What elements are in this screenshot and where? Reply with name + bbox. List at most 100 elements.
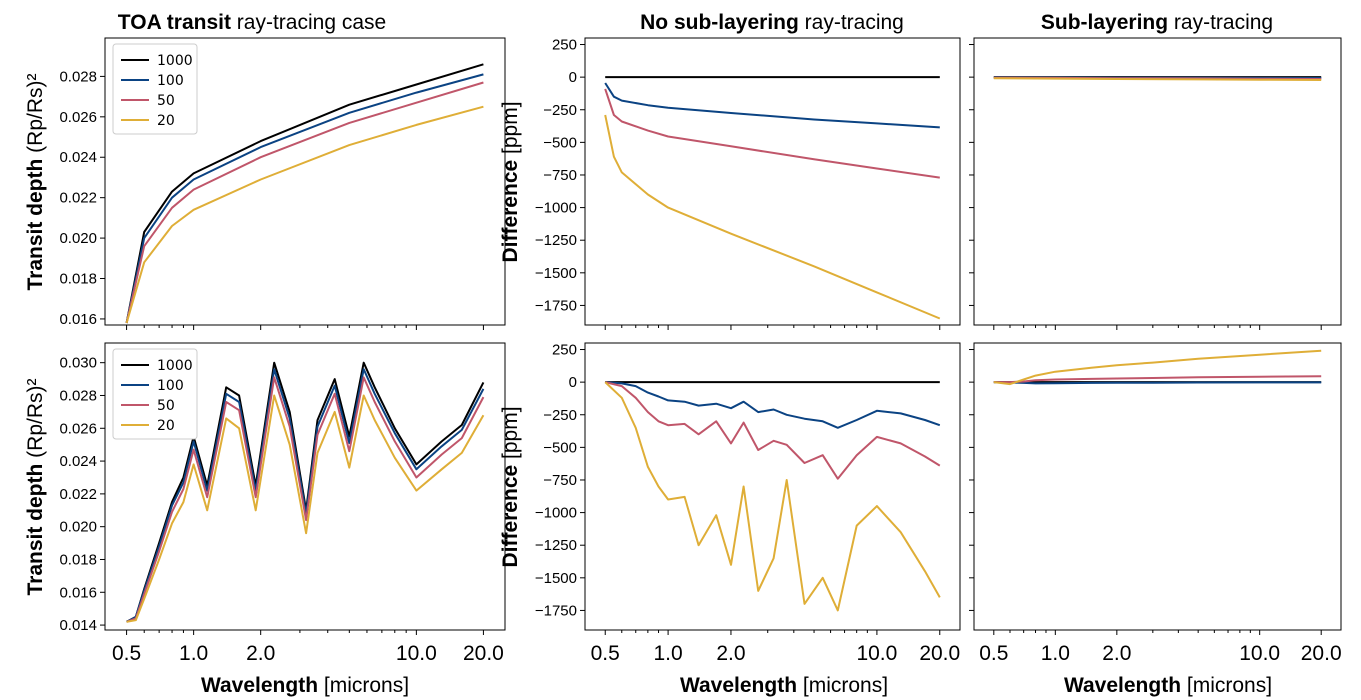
ylabel-bottom-left: Transit depth (Rp/Rs)² (24, 378, 47, 595)
y-tick-label: 0.016 (59, 311, 97, 328)
y-tick-label: 0.014 (59, 617, 97, 634)
column-title-toa: TOA transit ray-tracing case (118, 11, 386, 34)
legend-label-50: 50 (157, 398, 175, 414)
x-tick-label: 20.0 (919, 642, 960, 665)
series-line-100 (604, 82, 940, 129)
series-line-20 (604, 381, 941, 612)
x-tick-label: 1.0 (179, 642, 208, 665)
y-tick-label: 250 (552, 342, 577, 359)
series-line-20 (993, 349, 1322, 386)
legend-label-100: 100 (157, 378, 184, 394)
y-tick-label: −1250 (535, 232, 577, 249)
panel-top-middle: 250 0 −250 −500 −750 −1000 −1250 −1500 −1750 (535, 37, 961, 330)
x-tick-label: 1.0 (1041, 642, 1070, 665)
legend-label-1000: 1000 (157, 53, 193, 69)
legend: 1000 100 50 20 (112, 348, 198, 440)
x-tick-label: 20.0 (1301, 642, 1342, 665)
plot-frame (584, 342, 961, 631)
plot-frame (973, 37, 1342, 326)
series-group (125, 63, 484, 324)
series-group (604, 381, 941, 612)
series-line-20 (125, 105, 484, 324)
y-tick-label: −1000 (535, 505, 577, 522)
ylabel-top-middle: Difference [ppm] (499, 101, 522, 262)
y-tick-label: −250 (543, 407, 577, 424)
y-tick-label: 0.028 (59, 68, 97, 85)
x-tick-label: 10.0 (856, 642, 897, 665)
legend-box (112, 43, 198, 135)
y-tick-label: −500 (543, 439, 577, 456)
series-group (993, 76, 1322, 81)
y-tick-label: 0.024 (59, 453, 97, 470)
legend-label-100: 100 (157, 73, 184, 89)
series-group (604, 76, 941, 320)
y-tick-label: 0 (569, 374, 577, 391)
series-line-1000 (125, 63, 484, 324)
legend-label-1000: 1000 (157, 358, 193, 374)
y-tick-label: 0.020 (59, 230, 97, 247)
ylabel-bottom-middle: Difference [ppm] (499, 406, 522, 567)
x-tick-label: 2.0 (1102, 642, 1131, 665)
y-tick-label: 250 (552, 37, 577, 54)
legend: 1000 100 50 20 (112, 43, 198, 135)
column-title-no-sublayering: No sub-layering ray-tracing (640, 11, 904, 34)
y-tick-label: −1500 (535, 570, 577, 587)
y-tick-label: −750 (543, 472, 577, 489)
y-tick-label: 0.026 (59, 420, 97, 437)
y-tick-label: −250 (543, 102, 577, 119)
series-group (126, 361, 485, 623)
y-tick-label: 0.028 (59, 387, 97, 404)
panel-bottom-left: 0.5 1.0 2.0 10.0 20.0 0.014 0.016 0.018 0.020 0.0… (59, 342, 506, 665)
y-tick-label: −750 (543, 167, 577, 184)
panel-bottom-middle: 0.5 1.0 2.0 10.0 20.0 250 0 −250 −500 −750 −1000 −1… (535, 342, 961, 665)
plot-frame (584, 37, 961, 326)
y-tick-label: 0.024 (59, 149, 97, 166)
y-tick-label: 0.022 (59, 486, 97, 503)
y-tick-label: −1000 (535, 200, 577, 217)
plot-frame (973, 342, 1342, 631)
y-tick-label: 0.030 (59, 355, 97, 372)
panel-top-right (969, 37, 1342, 330)
y-tick-label: −1250 (535, 537, 577, 554)
x-tick-label: 0.5 (979, 642, 1008, 665)
x-tick-label: 0.5 (591, 642, 620, 665)
xlabel-middle: Wavelength [microns] (680, 674, 888, 697)
y-tick-label: 0.020 (59, 519, 97, 536)
ylabel-top-left: Transit depth (Rp/Rs)² (24, 73, 47, 290)
legend-label-50: 50 (157, 93, 175, 109)
column-title-sublayering: Sub-layering ray-tracing (1041, 11, 1273, 34)
series-line-100 (605, 381, 941, 429)
x-tick-label: 10.0 (396, 642, 437, 665)
y-tick-label: 0.016 (59, 584, 97, 601)
series-line-20 (126, 394, 485, 623)
y-tick-label: −1750 (535, 602, 577, 619)
series-line-20 (604, 114, 941, 320)
y-tick-label: 0.026 (59, 109, 97, 126)
x-tick-label: 2.0 (716, 642, 745, 665)
x-tick-label: 1.0 (653, 642, 682, 665)
y-tick-label: −1500 (535, 265, 577, 282)
y-tick-label: −500 (543, 134, 577, 151)
panel-bottom-right: 0.5 1.0 2.0 10.0 20.0 (969, 342, 1342, 665)
series-line-50 (126, 376, 485, 623)
series-line-20 (993, 77, 1322, 81)
xlabel-left: Wavelength [microns] (201, 674, 409, 697)
y-tick-label: 0.018 (59, 551, 97, 568)
series-line-50 (125, 81, 484, 324)
series-line-100 (993, 381, 1322, 385)
series-line-100 (125, 73, 484, 324)
series-line-50 (604, 381, 941, 480)
y-tick-label: −1750 (535, 297, 577, 314)
x-tick-label: 0.5 (112, 642, 141, 665)
x-tick-label: 10.0 (1239, 642, 1280, 665)
plot-frame (104, 342, 506, 631)
xlabel-right: Wavelength [microns] (1064, 674, 1272, 697)
y-tick-label: 0.018 (59, 271, 97, 288)
panels: 0.0160.0180.0200.0220.0240.0260.02810001… (59, 37, 1341, 665)
series-line-100 (126, 368, 485, 623)
legend-label-20: 20 (157, 113, 175, 129)
y-tick-label: 0.022 (59, 190, 97, 207)
legend-box (112, 348, 198, 440)
series-group (993, 349, 1322, 386)
